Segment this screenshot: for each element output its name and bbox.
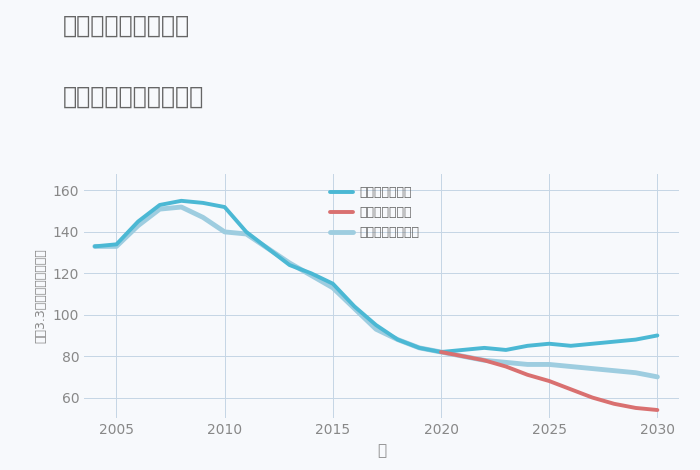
ノーマルシナリオ: [588, 366, 596, 371]
ノーマルシナリオ: [631, 370, 640, 376]
グッドシナリオ: [566, 343, 575, 349]
バッドシナリオ: [437, 349, 445, 355]
X-axis label: 年: 年: [377, 443, 386, 458]
バッドシナリオ: [502, 364, 510, 369]
Legend: グッドシナリオ, バッドシナリオ, ノーマルシナリオ: グッドシナリオ, バッドシナリオ, ノーマルシナリオ: [327, 182, 423, 243]
グッドシナリオ: [480, 345, 489, 351]
ノーマルシナリオ: [393, 337, 402, 343]
ノーマルシナリオ: [566, 364, 575, 369]
ノーマルシナリオ: [502, 360, 510, 365]
バッドシナリオ: [631, 405, 640, 411]
ノーマルシナリオ: [350, 306, 358, 311]
ノーマルシナリオ: [653, 374, 662, 380]
Text: 奈良県奈良市六条の: 奈良県奈良市六条の: [63, 14, 190, 38]
Y-axis label: 坪（3.3㎡）単価（万円）: 坪（3.3㎡）単価（万円）: [34, 249, 47, 344]
グッドシナリオ: [372, 322, 380, 328]
グッドシナリオ: [524, 343, 532, 349]
ノーマルシナリオ: [524, 361, 532, 367]
グッドシナリオ: [415, 345, 424, 351]
ノーマルシナリオ: [545, 361, 554, 367]
ノーマルシナリオ: [458, 353, 467, 359]
ノーマルシナリオ: [328, 285, 337, 290]
グッドシナリオ: [286, 262, 294, 268]
ノーマルシナリオ: [286, 260, 294, 266]
ノーマルシナリオ: [177, 204, 186, 210]
ノーマルシナリオ: [112, 243, 120, 249]
ノーマルシナリオ: [220, 229, 229, 235]
ノーマルシナリオ: [437, 349, 445, 355]
グッドシナリオ: [134, 219, 142, 224]
グッドシナリオ: [653, 333, 662, 338]
グッドシナリオ: [545, 341, 554, 346]
グッドシナリオ: [393, 337, 402, 343]
ノーマルシナリオ: [264, 246, 272, 251]
グッドシナリオ: [610, 339, 618, 345]
Line: グッドシナリオ: グッドシナリオ: [94, 201, 657, 352]
グッドシナリオ: [112, 242, 120, 247]
グッドシナリオ: [631, 337, 640, 343]
グッドシナリオ: [502, 347, 510, 353]
Line: バッドシナリオ: バッドシナリオ: [441, 352, 657, 410]
ノーマルシナリオ: [372, 327, 380, 332]
ノーマルシナリオ: [155, 206, 164, 212]
グッドシナリオ: [588, 341, 596, 346]
バッドシナリオ: [588, 395, 596, 400]
ノーマルシナリオ: [610, 368, 618, 374]
Text: 中古戸建ての価格推移: 中古戸建ての価格推移: [63, 85, 204, 109]
バッドシナリオ: [524, 372, 532, 377]
ノーマルシナリオ: [242, 231, 251, 237]
グッドシナリオ: [437, 349, 445, 355]
バッドシナリオ: [610, 401, 618, 407]
ノーマルシナリオ: [307, 273, 316, 278]
バッドシナリオ: [566, 386, 575, 392]
グッドシナリオ: [177, 198, 186, 204]
グッドシナリオ: [90, 243, 99, 249]
グッドシナリオ: [264, 246, 272, 251]
グッドシナリオ: [155, 202, 164, 208]
ノーマルシナリオ: [90, 243, 99, 249]
バッドシナリオ: [458, 353, 467, 359]
ノーマルシナリオ: [480, 358, 489, 363]
ノーマルシナリオ: [199, 215, 207, 220]
グッドシナリオ: [220, 204, 229, 210]
Line: ノーマルシナリオ: ノーマルシナリオ: [94, 207, 657, 377]
ノーマルシナリオ: [134, 223, 142, 228]
グッドシナリオ: [350, 304, 358, 309]
グッドシナリオ: [199, 200, 207, 206]
グッドシナリオ: [328, 281, 337, 287]
グッドシナリオ: [242, 229, 251, 235]
グッドシナリオ: [307, 271, 316, 276]
バッドシナリオ: [480, 358, 489, 363]
バッドシナリオ: [653, 407, 662, 413]
グッドシナリオ: [458, 347, 467, 353]
バッドシナリオ: [545, 378, 554, 384]
ノーマルシナリオ: [415, 345, 424, 351]
